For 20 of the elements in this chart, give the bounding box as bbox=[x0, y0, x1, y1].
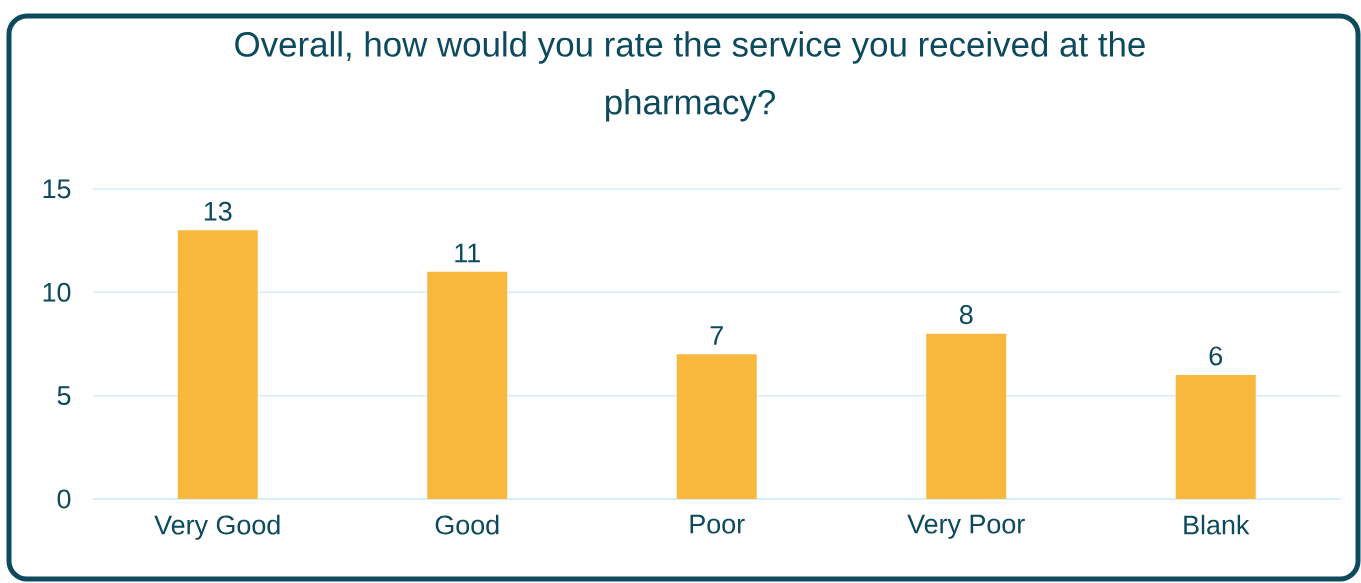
bar bbox=[676, 354, 757, 499]
y-tick-label: 15 bbox=[43, 179, 71, 199]
x-tick-label: Poor bbox=[690, 514, 745, 534]
data-label: 8 bbox=[959, 305, 973, 325]
y-tick-label: 5 bbox=[57, 386, 71, 406]
y-tick-label: 10 bbox=[43, 282, 71, 302]
x-tick-label: Very Good bbox=[154, 514, 280, 540]
data-label: 6 bbox=[1209, 346, 1223, 366]
x-tick-label: Good bbox=[435, 514, 499, 535]
data-label: 7 bbox=[710, 326, 723, 345]
x-tick-label: Blank bbox=[1184, 514, 1250, 535]
bar bbox=[1175, 375, 1256, 499]
data-label: 11 bbox=[455, 243, 480, 263]
bar bbox=[926, 333, 1007, 499]
bar bbox=[177, 230, 258, 499]
chart-title: Overall, how would you rate the service you received at the pharmacy? bbox=[235, 31, 1145, 122]
bar bbox=[427, 271, 508, 499]
x-tick-label: Very Poor bbox=[907, 514, 1025, 539]
y-tick-label: 0 bbox=[57, 489, 71, 509]
data-label: 13 bbox=[204, 201, 232, 221]
